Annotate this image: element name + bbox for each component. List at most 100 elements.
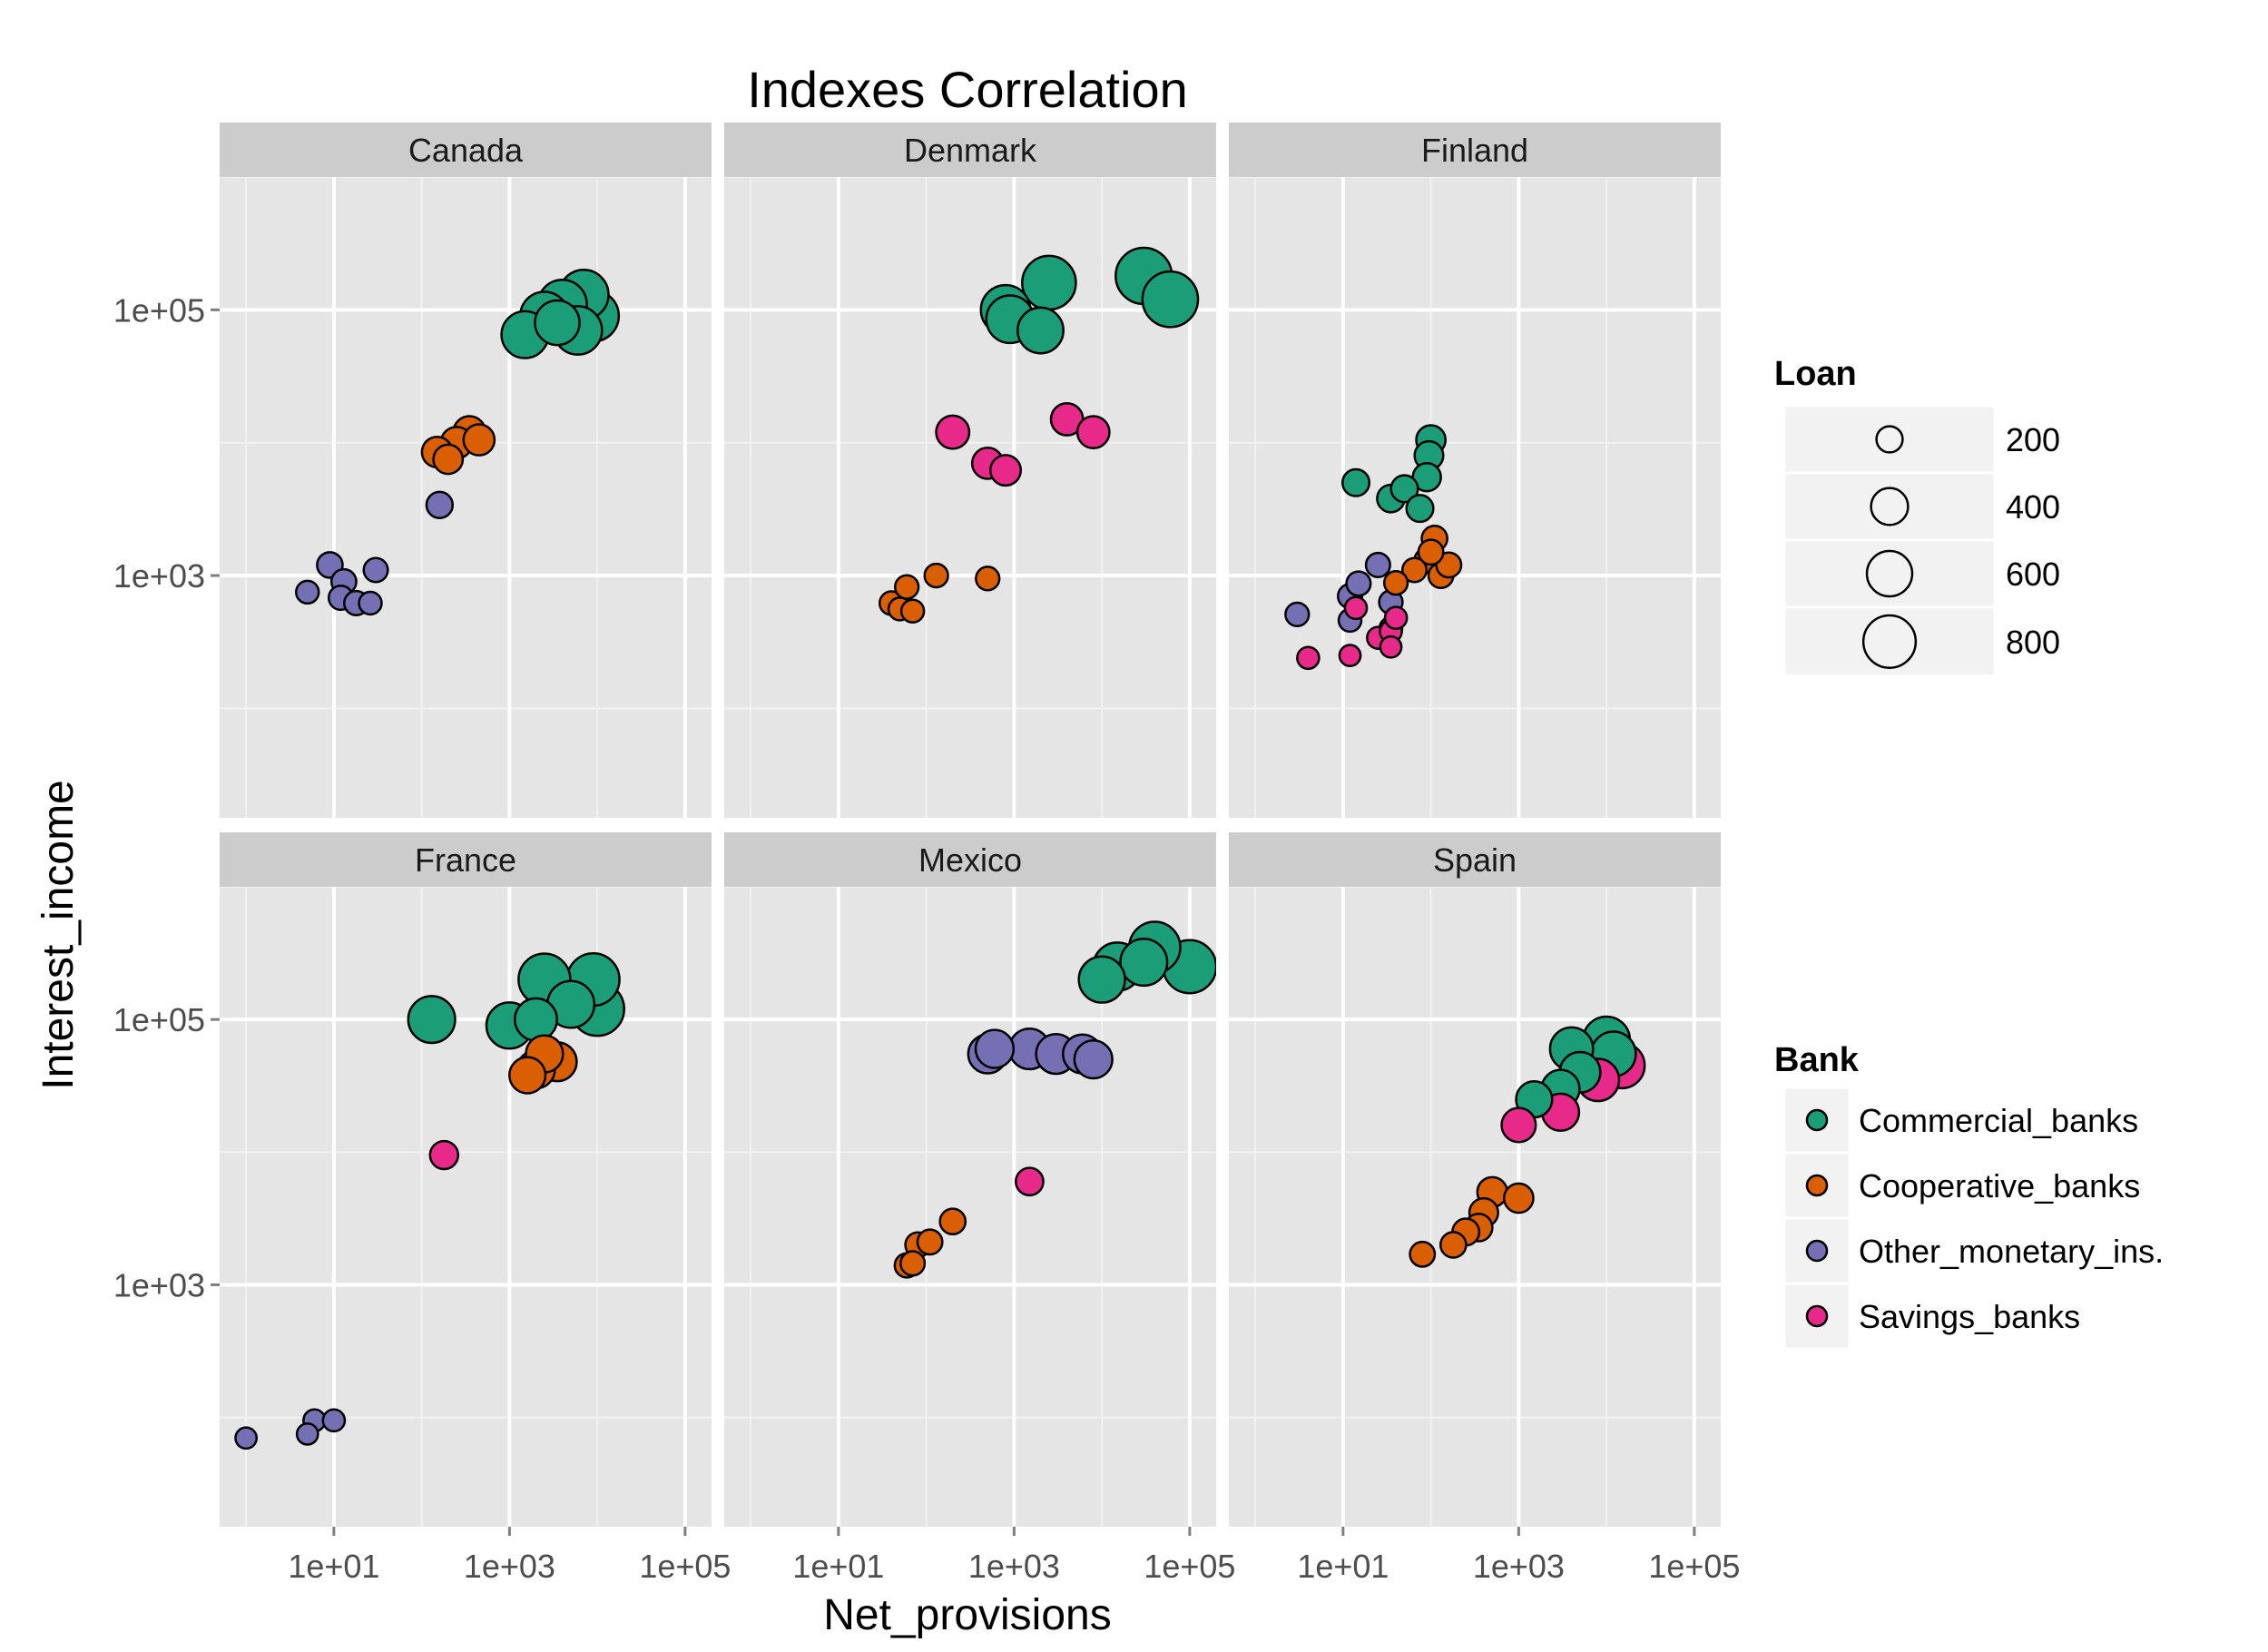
legend: Loan Bank 200 400 600 800 Commercial_banks Co… [1774, 355, 2164, 1351]
bubble-other-monetary-ins [362, 556, 389, 584]
color-legend-swatch-commercial-banks [1805, 1108, 1829, 1132]
bubble-other-monetary-ins [1364, 551, 1391, 579]
bubble-other-monetary-ins [234, 1426, 259, 1450]
bubble-cooperative-banks [432, 443, 465, 476]
panel-background-france [220, 887, 712, 1527]
size-legend-circle [1865, 549, 1914, 598]
panel-spain: Spain [1229, 832, 1721, 1527]
bubble-commercial-banks [513, 997, 559, 1042]
strip-label-finland: Finland [1421, 132, 1528, 169]
color-legend-title: Bank [1774, 1041, 1860, 1079]
size-legend-label: 800 [2006, 624, 2060, 661]
panel-background-canada [220, 177, 712, 818]
bubble-other-monetary-ins [358, 590, 383, 616]
bubble-cooperative-banks [894, 574, 920, 600]
panel-plot-france [220, 887, 712, 1527]
bubble-savings-banks [1383, 605, 1409, 631]
bubble-commercial-banks [1119, 938, 1169, 988]
x-tick-label: 1e+05 [1144, 1548, 1235, 1585]
x-tick-label: 1e+03 [464, 1548, 555, 1585]
size-legend-label: 600 [2006, 556, 2060, 593]
x-tick-label: 1e+03 [968, 1548, 1060, 1585]
bubble-savings-banks [1296, 645, 1321, 671]
bubble-commercial-banks [534, 299, 581, 347]
panel-plot-denmark [724, 177, 1216, 818]
strip-label-canada: Canada [408, 132, 524, 169]
panel-denmark: Denmark [724, 123, 1216, 818]
bubble-other-monetary-ins [295, 579, 320, 605]
bubble-other-monetary-ins [295, 1421, 319, 1446]
strip-label-denmark: Denmark [904, 132, 1037, 169]
panel-france: France [220, 832, 712, 1527]
bubble-commercial-banks [1389, 474, 1419, 504]
strip-label-spain: Spain [1433, 841, 1517, 879]
x-tick-label: 1e+05 [1648, 1548, 1740, 1585]
bubble-cooperative-banks [923, 562, 949, 589]
x-tick-label: 1e+05 [639, 1548, 731, 1585]
bubble-other-monetary-ins [974, 1028, 1016, 1069]
size-legend-circle [1870, 487, 1910, 526]
x-axis-title: Net_provisions [823, 1591, 1111, 1639]
bubble-other-monetary-ins [425, 490, 455, 519]
bubble-cooperative-banks [462, 423, 496, 457]
panel-plot-mexico [724, 887, 1216, 1527]
panel-plot-spain [1229, 887, 1721, 1527]
color-legend-label: Cooperative_banks [1859, 1167, 2140, 1205]
bubble-cooperative-banks [1400, 556, 1429, 584]
panel-canada: Canada [220, 123, 712, 818]
panel-plot-finland [1229, 177, 1721, 818]
bubble-savings-banks [1338, 644, 1362, 668]
bubble-cooperative-banks [975, 565, 1001, 592]
bubble-savings-banks [935, 414, 971, 450]
axes-layer: 1e+03 1e+05 1e+01 1e+03 1e+05 1e+03 1e+05 1e+01… [113, 291, 1741, 1585]
chart-title: Indexes Correlation [747, 61, 1188, 118]
bubble-savings-banks [988, 454, 1023, 487]
color-legend-swatch-savings-banks [1805, 1304, 1829, 1328]
panel-finland: Finland [1229, 123, 1721, 818]
panel-plot-canada [220, 177, 712, 818]
x-tick-label: 1e+01 [1297, 1548, 1389, 1585]
size-legend-circle [1875, 425, 1904, 454]
strip-label-france: France [415, 841, 516, 879]
panel-mexico: Mexico [724, 832, 1216, 1527]
bubble-cooperative-banks [1409, 1240, 1437, 1268]
bubble-cooperative-banks [1417, 538, 1445, 566]
panels-layer: Canada Denmark Finland France Mexico Spain [220, 123, 1721, 1527]
bubble-savings-banks [428, 1139, 460, 1171]
bubble-commercial-banks [1016, 306, 1065, 355]
bubble-other-monetary-ins [1284, 601, 1311, 628]
y-axis-title: Interest_income [34, 780, 83, 1090]
bubble-commercial-banks [1405, 494, 1435, 524]
x-tick-label: 1e+01 [288, 1548, 379, 1585]
bubble-other-monetary-ins [1073, 1038, 1114, 1080]
strip-spain [1229, 832, 1721, 887]
bubble-cooperative-banks [899, 598, 926, 624]
bubble-cooperative-banks [1439, 1231, 1468, 1259]
bubble-cooperative-banks [1382, 570, 1409, 596]
bubble-commercial-banks [1077, 955, 1126, 1004]
strip-denmark [724, 123, 1216, 177]
size-legend-label: 200 [2006, 421, 2060, 458]
bubble-commercial-banks [407, 995, 457, 1045]
bubble-savings-banks [1500, 1106, 1537, 1144]
y-tick-label: 1e+03 [113, 557, 205, 595]
size-legend-circle [1861, 614, 1918, 669]
y-tick-label: 1e+03 [113, 1266, 205, 1303]
color-legend-swatch-other-monetary-ins [1805, 1239, 1829, 1263]
panel-background-mexico [724, 887, 1216, 1527]
y-tick-label: 1e+05 [113, 1001, 205, 1038]
strip-finland [1229, 123, 1721, 177]
bubble-cooperative-banks [899, 1250, 927, 1277]
bubble-savings-banks [1343, 595, 1369, 621]
x-tick-label: 1e+03 [1473, 1548, 1565, 1585]
bubble-cooperative-banks [916, 1228, 944, 1256]
color-legend-label: Other_monetary_ins. [1859, 1233, 2164, 1270]
bubble-other-monetary-ins [1345, 570, 1372, 597]
bubble-commercial-banks [1141, 270, 1200, 329]
bubble-savings-banks [1015, 1166, 1045, 1197]
bubble-cooperative-banks [1502, 1182, 1535, 1214]
bubble-savings-banks [1379, 634, 1403, 659]
bubble-commercial-banks [1021, 254, 1077, 311]
bubble-commercial-banks [1340, 467, 1371, 497]
